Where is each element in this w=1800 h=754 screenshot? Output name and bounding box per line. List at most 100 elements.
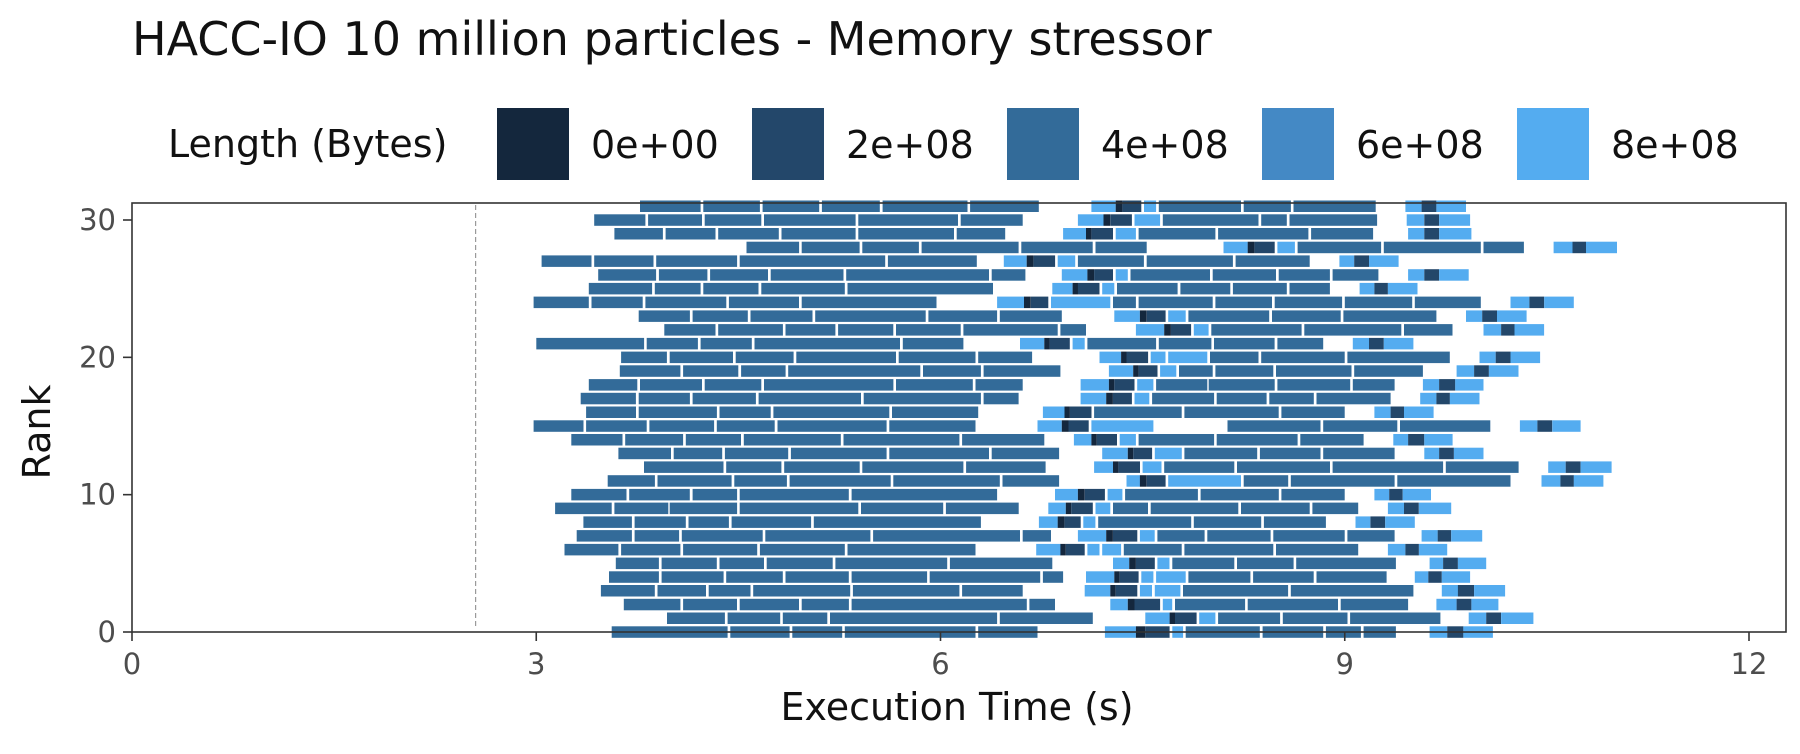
bar-rank-10-seg-4 xyxy=(851,488,998,501)
bar-rank-20-seg-4 xyxy=(898,351,976,364)
bar-rank-9-seg-10 xyxy=(1113,502,1148,515)
bar-rank-19-seg-16 xyxy=(1488,365,1519,377)
bar-rank-14-seg-0 xyxy=(571,434,623,446)
bar-rank-28-seg-4 xyxy=(1021,241,1093,254)
bar-rank-5-seg-11 xyxy=(1237,557,1294,570)
bar-rank-6-seg-6 xyxy=(1060,543,1066,556)
bar-rank-9-seg-13 xyxy=(1312,502,1359,515)
bar-rank-13-seg-5 xyxy=(991,447,1060,460)
x-tick-label-3: 3 xyxy=(527,647,545,681)
bar-rank-20-seg-5 xyxy=(978,351,1033,364)
bar-rank-29-seg-10 xyxy=(1138,228,1216,240)
bar-rank-17-seg-14 xyxy=(1420,392,1437,405)
bar-rank-6-seg-5 xyxy=(1036,543,1061,556)
bar-rank-6-seg-14 xyxy=(1405,543,1419,556)
bar-rank-18-seg-12 xyxy=(1277,379,1351,391)
bar-rank-25-seg-13 xyxy=(1359,282,1375,295)
bar-rank-29-seg-14 xyxy=(1424,228,1440,240)
bar-rank-20-seg-7 xyxy=(1121,351,1127,364)
bar-rank-31-seg-10 xyxy=(1158,200,1241,212)
bar-rank-11-seg-13 xyxy=(1541,475,1561,487)
bar-rank-2-seg-7 xyxy=(1127,598,1135,611)
bar-rank-15-seg-5 xyxy=(889,420,976,432)
bar-rank-21-seg-0 xyxy=(536,337,645,350)
bar-rank-25-seg-15 xyxy=(1387,282,1418,295)
bar-rank-1-seg-5 xyxy=(1145,612,1170,624)
bar-rank-17-seg-1 xyxy=(638,392,690,405)
bar-rank-9-seg-3 xyxy=(739,502,859,515)
bar-rank-30-seg-13 xyxy=(1406,214,1425,226)
bar-rank-15-seg-14 xyxy=(1537,420,1553,432)
legend-key-6e+08 xyxy=(1262,108,1334,180)
bar-rank-14-seg-3 xyxy=(743,434,841,446)
bar-rank-27-seg-0 xyxy=(541,255,592,267)
bar-rank-19-seg-6 xyxy=(1108,365,1134,377)
legend-label-4e+08: 4e+08 xyxy=(1101,123,1229,167)
y-tick-label-0: 0 xyxy=(98,615,116,649)
bar-rank-31-seg-12 xyxy=(1293,200,1376,212)
bar-rank-15-seg-15 xyxy=(1552,420,1581,432)
bar-rank-16-seg-13 xyxy=(1404,406,1434,418)
bar-rank-15-seg-2 xyxy=(649,420,715,432)
bar-rank-22-seg-11 xyxy=(1211,324,1302,336)
bar-rank-14-seg-6 xyxy=(1073,434,1092,446)
bar-rank-18-seg-14 xyxy=(1422,379,1440,391)
bar-rank-28-seg-14 xyxy=(1572,241,1586,254)
bar-rank-26-seg-14 xyxy=(1408,269,1425,281)
bar-rank-6-seg-11 xyxy=(1184,543,1274,556)
bar-rank-21-seg-13 xyxy=(1352,337,1369,350)
bar-rank-8-seg-12 xyxy=(1355,516,1371,528)
bar-rank-23-seg-11 xyxy=(1272,310,1341,322)
bar-rank-11-seg-0 xyxy=(607,475,655,487)
bar-rank-4-seg-7 xyxy=(1086,571,1115,583)
bar-rank-30-seg-3 xyxy=(764,214,856,226)
bar-rank-7-seg-16 xyxy=(1451,530,1483,542)
bar-rank-24-seg-10 xyxy=(1138,296,1213,309)
bar-rank-19-seg-13 xyxy=(1354,365,1423,377)
bar-rank-9-seg-5 xyxy=(945,502,1019,515)
bar-rank-7-seg-10 xyxy=(1157,530,1205,542)
bar-rank-12-seg-15 xyxy=(1580,461,1612,473)
bar-rank-22-seg-12 xyxy=(1304,324,1402,336)
bar-rank-9-seg-11 xyxy=(1150,502,1239,515)
bar-rank-13-seg-0 xyxy=(618,447,671,460)
bar-rank-5-seg-8 xyxy=(1135,557,1155,570)
bar-rank-15-seg-10 xyxy=(1227,420,1321,432)
bar-rank-12-seg-10 xyxy=(1237,461,1330,473)
bar-rank-28-seg-12 xyxy=(1483,241,1524,254)
bar-rank-13-seg-2 xyxy=(724,447,789,460)
bar-rank-26-seg-6 xyxy=(1061,269,1088,281)
bar-rank-23-seg-10 xyxy=(1188,310,1270,322)
bar-rank-30-seg-7 xyxy=(1103,214,1111,226)
bar-rank-19-seg-8 xyxy=(1138,365,1158,377)
bar-rank-12-seg-11 xyxy=(1332,461,1444,473)
bar-rank-23-seg-8 xyxy=(1146,310,1166,322)
bar-rank-17-seg-6 xyxy=(1080,392,1107,405)
bar-rank-30-seg-0 xyxy=(594,214,646,226)
bar-rank-2-seg-9 xyxy=(1162,598,1173,611)
bar-rank-11-seg-7 xyxy=(1139,475,1147,487)
bar-rank-5-seg-6 xyxy=(1113,557,1130,570)
bar-rank-18-seg-16 xyxy=(1455,379,1484,391)
bar-rank-13-seg-3 xyxy=(790,447,887,460)
bar-rank-26-seg-11 xyxy=(1212,269,1276,281)
bar-rank-29-seg-2 xyxy=(718,228,779,240)
bar-rank-28-seg-2 xyxy=(862,241,919,254)
bar-rank-16-seg-4 xyxy=(892,406,979,418)
bar-rank-22-seg-9 xyxy=(1170,324,1192,336)
bar-rank-10-seg-9 xyxy=(1125,488,1198,501)
bar-rank-10-seg-13 xyxy=(1389,488,1403,501)
bar-rank-16-seg-5 xyxy=(1042,406,1065,418)
bar-rank-4-seg-0 xyxy=(609,571,659,583)
bar-rank-19-seg-15 xyxy=(1474,365,1489,377)
bar-rank-4-seg-2 xyxy=(726,571,783,583)
bar-rank-10-seg-5 xyxy=(1055,488,1078,501)
bar-rank-2-seg-8 xyxy=(1134,598,1161,611)
bar-rank-17-seg-12 xyxy=(1269,392,1314,405)
bar-rank-27-seg-14 xyxy=(1369,255,1399,267)
bar-rank-26-seg-10 xyxy=(1130,269,1210,281)
bar-rank-12-seg-9 xyxy=(1164,461,1235,473)
bar-rank-8-seg-7 xyxy=(1064,516,1081,528)
bar-rank-10-seg-8 xyxy=(1107,488,1123,501)
bar-rank-16-seg-9 xyxy=(1184,406,1279,418)
